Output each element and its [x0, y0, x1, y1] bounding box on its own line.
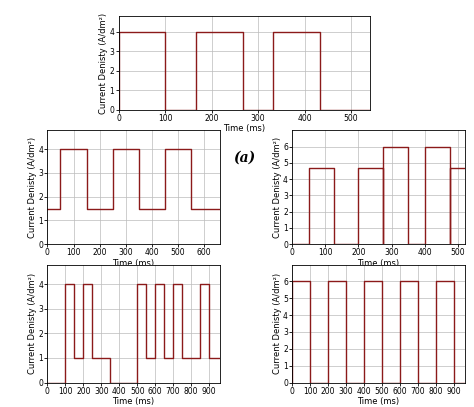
Text: (a): (a)	[233, 151, 255, 165]
X-axis label: Time (ms): Time (ms)	[357, 397, 400, 406]
X-axis label: Time (ms): Time (ms)	[112, 259, 155, 268]
Text: (b): (b)	[122, 297, 145, 311]
X-axis label: Time (ms): Time (ms)	[223, 125, 265, 133]
Y-axis label: Current Denisty (A/dm²): Current Denisty (A/dm²)	[273, 273, 282, 374]
Y-axis label: Current Denisty (A/dm²): Current Denisty (A/dm²)	[99, 13, 108, 114]
Y-axis label: Current Denisty (A/dm²): Current Denisty (A/dm²)	[28, 273, 37, 374]
Y-axis label: Current Denisty (A/dm²): Current Denisty (A/dm²)	[28, 137, 37, 238]
Text: (c): (c)	[367, 297, 389, 311]
X-axis label: Time (ms): Time (ms)	[357, 259, 400, 268]
X-axis label: Time (ms): Time (ms)	[112, 397, 155, 406]
Y-axis label: Current Denisty (A/dm²): Current Denisty (A/dm²)	[273, 137, 282, 238]
